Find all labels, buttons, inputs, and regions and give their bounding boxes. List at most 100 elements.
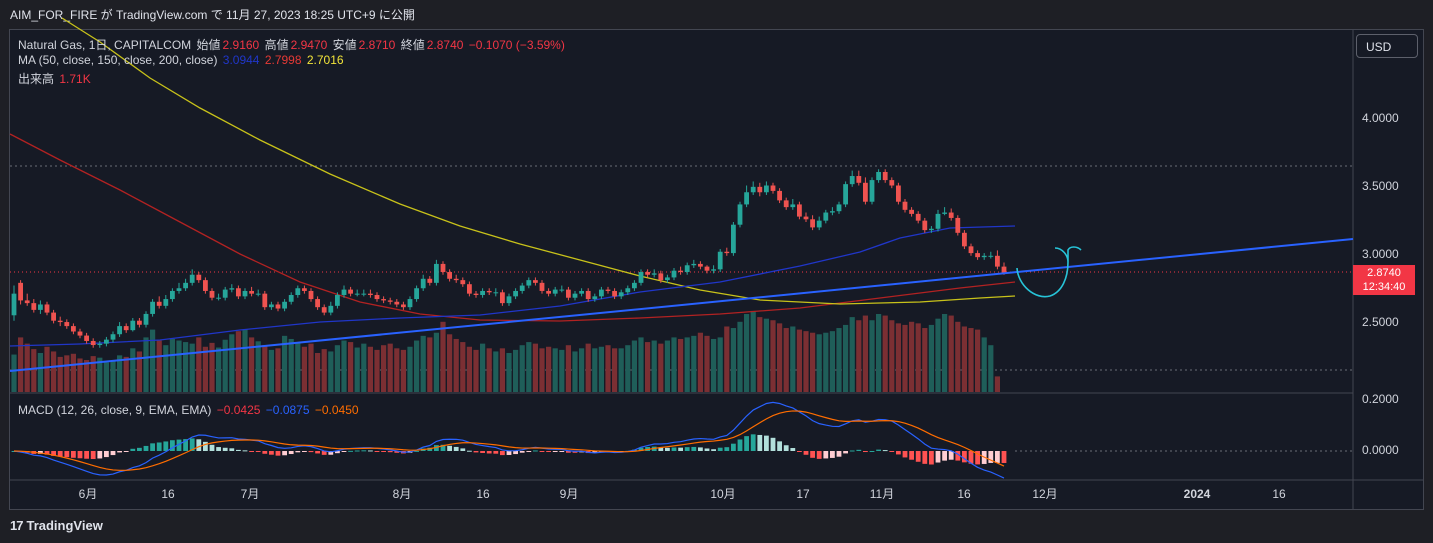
volume-bar xyxy=(546,346,552,392)
volume-bar xyxy=(354,347,360,392)
volume-bar xyxy=(414,340,420,392)
candle-body xyxy=(665,277,670,281)
volume-bar xyxy=(381,345,387,392)
open-value: 2.9160 xyxy=(222,38,260,52)
candle-body xyxy=(572,293,578,298)
candle-body xyxy=(823,212,829,221)
candle-body xyxy=(394,301,400,305)
candle-body xyxy=(196,274,202,281)
macd-histogram-bar xyxy=(896,451,901,455)
tradingview-brand[interactable]: 17 TradingView xyxy=(10,518,103,533)
candle-body xyxy=(704,266,710,271)
macd-histogram-bar xyxy=(374,451,380,452)
candle-body xyxy=(750,186,756,193)
time-axis-label: 16 xyxy=(957,487,971,501)
volume-bar xyxy=(123,356,129,392)
volume-bar xyxy=(869,320,875,392)
candle-body xyxy=(137,320,142,325)
candle-body xyxy=(90,340,96,346)
macd-histogram-bar xyxy=(975,451,980,465)
candle-body xyxy=(420,278,426,289)
volume-bar xyxy=(136,351,142,392)
candle-body xyxy=(691,263,697,266)
symbol-legend: Natural Gas, 1日, CAPITALCOM 始値 2.9160 高値 2… xyxy=(18,36,567,53)
volume-bar xyxy=(744,314,750,392)
candle-body xyxy=(38,304,43,310)
macd-signal-value: −0.0450 xyxy=(314,403,359,417)
candle-body xyxy=(328,305,334,313)
candle-body xyxy=(988,255,994,257)
macd-histogram-bar xyxy=(183,439,188,451)
currency-button[interactable]: USD xyxy=(1356,34,1418,58)
candle-body xyxy=(203,280,208,291)
volume-bar xyxy=(420,335,426,392)
candle-body xyxy=(968,246,974,254)
volume-bar xyxy=(922,328,928,392)
macd-histogram-bar xyxy=(876,449,881,451)
macd-histogram-bar xyxy=(170,440,175,451)
candle-body xyxy=(671,270,677,278)
volume-bar xyxy=(704,335,710,392)
macd-line-value: −0.0875 xyxy=(265,403,310,417)
candle-body xyxy=(295,288,301,296)
time-axis-label: 8月 xyxy=(393,487,412,501)
volume-bar xyxy=(711,338,717,392)
price-axis-label: 2.5000 xyxy=(1362,315,1399,329)
volume-bar xyxy=(909,321,915,392)
ma200-line xyxy=(61,17,1016,305)
volume-bar xyxy=(334,345,340,392)
volume-bar xyxy=(57,356,63,392)
volume-bar xyxy=(981,337,987,392)
volume-bar xyxy=(209,342,215,392)
macd-histogram-bar xyxy=(572,451,578,453)
macd-histogram-bar xyxy=(38,451,43,454)
candle-body xyxy=(585,290,591,300)
macd-histogram-bar xyxy=(526,451,532,452)
candle-body xyxy=(546,290,551,294)
volume-bar xyxy=(18,337,24,392)
price-axis-label: 3.0000 xyxy=(1362,247,1399,261)
candle-body xyxy=(11,293,17,316)
candle-body xyxy=(599,289,604,297)
candle-body xyxy=(308,290,314,300)
candle-body xyxy=(889,180,895,186)
volume-bar xyxy=(579,348,585,392)
candle-body xyxy=(506,296,512,304)
symbol-name: Natural Gas, 1日, CAPITALCOM xyxy=(18,38,192,52)
candle-body xyxy=(493,292,499,294)
macd-histogram-bar xyxy=(354,450,360,452)
tradingview-logo-icon: 17 xyxy=(10,518,24,533)
macd-histogram-bar xyxy=(757,434,763,451)
macd-histogram-bar xyxy=(308,451,314,453)
candle-body xyxy=(255,293,261,295)
volume-legend: 出来高 1.71K xyxy=(18,70,93,87)
macd-histogram-bar xyxy=(750,434,756,451)
candle-body xyxy=(183,282,188,289)
candle-body xyxy=(777,190,782,201)
candle-body xyxy=(539,282,545,291)
macd-histogram-bar xyxy=(480,451,485,453)
macd-histogram-bar xyxy=(810,451,815,458)
macd-histogram-bar xyxy=(341,451,347,452)
candle-body xyxy=(909,209,914,214)
volume-bar xyxy=(387,343,393,392)
volume-bar xyxy=(928,324,934,392)
macd-histogram-bar xyxy=(97,451,103,459)
candle-body xyxy=(282,301,287,309)
volume-bar xyxy=(64,355,70,392)
candle-body xyxy=(948,212,954,218)
macd-histogram-bar xyxy=(117,451,122,453)
macd-histogram-bar xyxy=(288,451,294,455)
candle-body xyxy=(110,334,116,340)
candle-body xyxy=(361,293,367,295)
macd-histogram-bar xyxy=(698,447,703,451)
candle-body xyxy=(374,295,380,300)
volume-bar xyxy=(202,346,208,392)
macd-axis-label: 0.0000 xyxy=(1362,443,1399,457)
candle-body xyxy=(935,213,941,229)
candle-body xyxy=(849,176,855,185)
volume-bar xyxy=(737,321,743,392)
volume-bar xyxy=(625,345,631,392)
candle-body xyxy=(836,204,842,212)
